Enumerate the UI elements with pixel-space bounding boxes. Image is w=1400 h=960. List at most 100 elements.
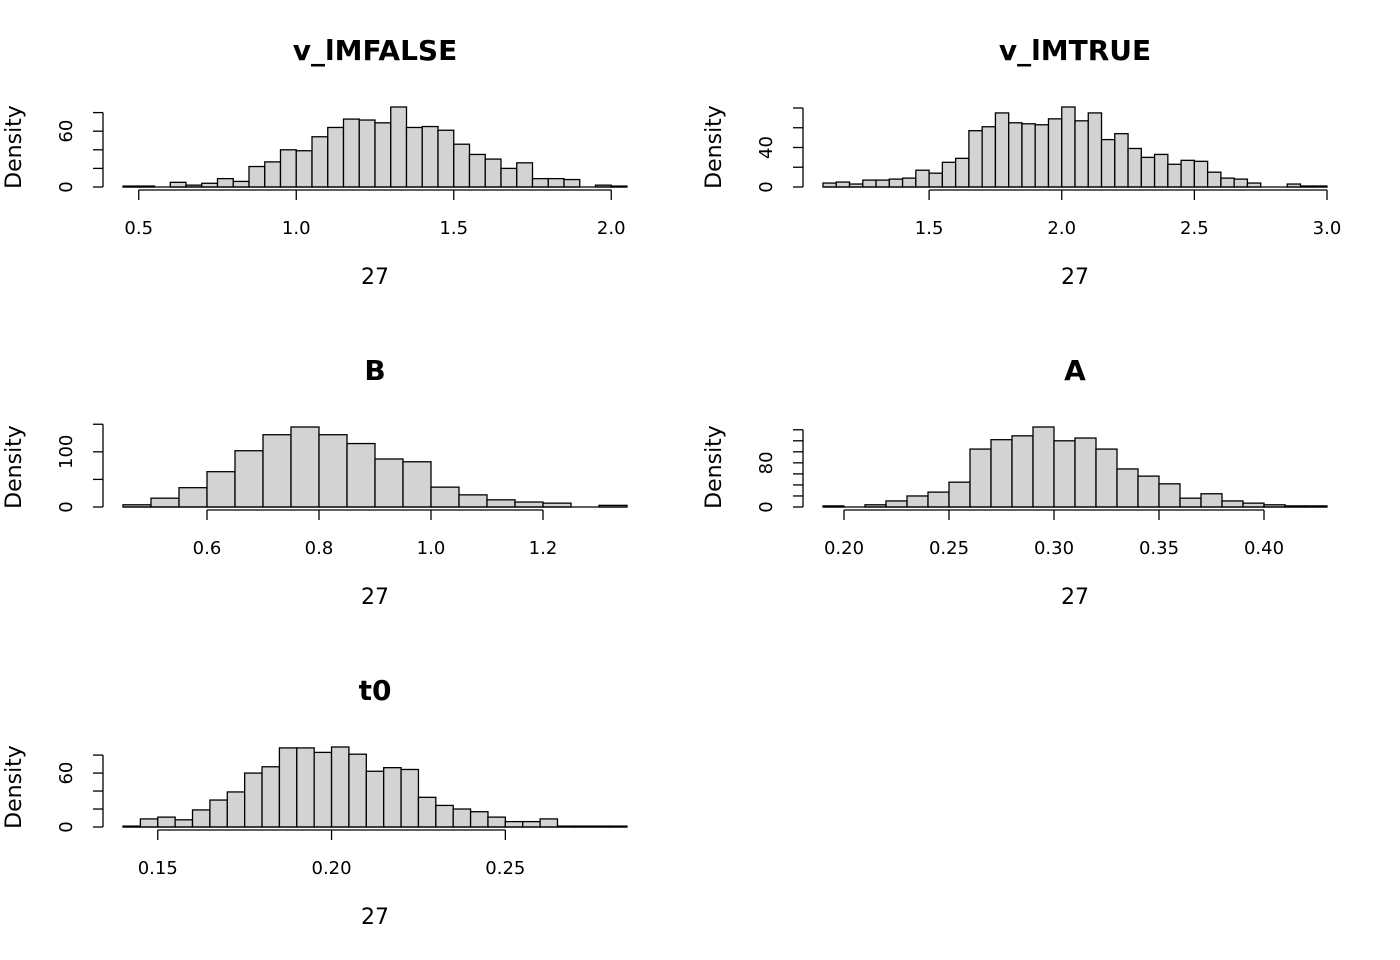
bar <box>1206 171 1222 188</box>
bar <box>1114 133 1129 188</box>
x-tick-label: 2.0 <box>597 218 626 239</box>
y-axis-label: Density <box>2 425 27 509</box>
bar <box>278 747 298 828</box>
bar <box>453 143 471 188</box>
y-tick-label: 0 <box>56 181 77 192</box>
y-tick-label: 0 <box>756 181 777 192</box>
bar <box>927 491 950 508</box>
x-axis-label: 27 <box>1061 265 1089 290</box>
bar <box>178 487 208 508</box>
bar <box>226 791 246 828</box>
chart-title: A <box>1064 354 1086 387</box>
bar <box>405 126 423 188</box>
bar <box>504 820 524 828</box>
x-tick-label: 0.30 <box>1034 538 1074 559</box>
y-axis-label: Density <box>702 105 727 189</box>
x-tick-label: 1.5 <box>915 218 944 239</box>
bar <box>835 181 851 188</box>
bar <box>248 165 266 188</box>
bar <box>458 494 488 508</box>
bar <box>1140 156 1156 188</box>
chart-title: B <box>364 354 385 387</box>
bar <box>981 126 997 188</box>
x-axis-label: 27 <box>361 905 389 930</box>
bar <box>191 809 211 828</box>
bar <box>311 136 329 188</box>
bar <box>139 818 159 828</box>
bar <box>264 161 282 188</box>
x-tick-label: 2.0 <box>1047 218 1076 239</box>
bar <box>417 796 437 828</box>
bar <box>244 772 263 828</box>
x-tick-label: 1.2 <box>529 538 558 559</box>
bar <box>547 177 565 188</box>
x-tick-label: 0.25 <box>929 538 969 559</box>
bar <box>901 177 917 188</box>
bar <box>313 751 333 828</box>
bar <box>400 768 420 828</box>
bar <box>469 811 489 828</box>
x-tick-label: 0.20 <box>312 858 352 879</box>
bar <box>468 153 486 188</box>
bar <box>487 816 506 828</box>
bar <box>1167 163 1182 188</box>
chart-title: v_lMFALSE <box>293 34 457 67</box>
bar <box>262 434 292 508</box>
bar <box>1011 435 1034 508</box>
bar <box>374 122 392 188</box>
y-tick-label: 40 <box>756 136 777 159</box>
bar <box>365 770 385 828</box>
bar <box>522 820 541 828</box>
bar <box>1200 493 1223 508</box>
bar <box>539 818 559 828</box>
bar <box>342 118 360 188</box>
bar <box>295 150 313 188</box>
bar <box>514 501 544 508</box>
bar <box>358 119 376 188</box>
x-tick-label: 1.0 <box>417 538 446 559</box>
chart-title: v_lMTRUE <box>999 34 1151 67</box>
bar <box>1221 500 1244 508</box>
bar <box>1074 120 1089 188</box>
x-tick-label: 3.0 <box>1313 218 1342 239</box>
bar <box>994 112 1010 188</box>
bar <box>296 747 315 828</box>
x-axis-label: 27 <box>361 585 389 610</box>
bar <box>968 130 983 188</box>
y-axis-label: Density <box>702 425 727 509</box>
bar <box>383 767 402 828</box>
x-tick-label: 0.6 <box>193 538 222 559</box>
bar <box>928 172 944 188</box>
bar <box>318 434 348 508</box>
bar <box>1053 440 1076 508</box>
bar <box>1153 153 1169 188</box>
bar <box>1100 138 1116 188</box>
bar <box>1061 106 1076 188</box>
bar <box>888 178 904 188</box>
bar <box>486 499 516 508</box>
bar <box>157 816 176 828</box>
bar <box>906 495 929 508</box>
x-tick-label: 0.15 <box>138 858 178 879</box>
bar <box>1047 118 1063 188</box>
bar <box>875 179 890 188</box>
bar <box>915 169 930 188</box>
bar <box>484 158 502 188</box>
bar <box>563 178 581 188</box>
x-tick-label: 0.5 <box>124 218 153 239</box>
bar <box>150 497 180 508</box>
y-tick-label: 100 <box>56 435 77 469</box>
y-axis-label: Density <box>2 105 27 189</box>
bar <box>948 481 971 508</box>
y-tick-label: 60 <box>56 120 77 143</box>
bar <box>209 799 228 828</box>
bar <box>1233 178 1249 188</box>
bar <box>435 804 454 828</box>
bar <box>390 106 408 188</box>
bar <box>206 471 236 508</box>
bar <box>430 486 460 508</box>
bar <box>1220 177 1235 188</box>
bar <box>1180 159 1196 188</box>
bar <box>1116 468 1139 508</box>
